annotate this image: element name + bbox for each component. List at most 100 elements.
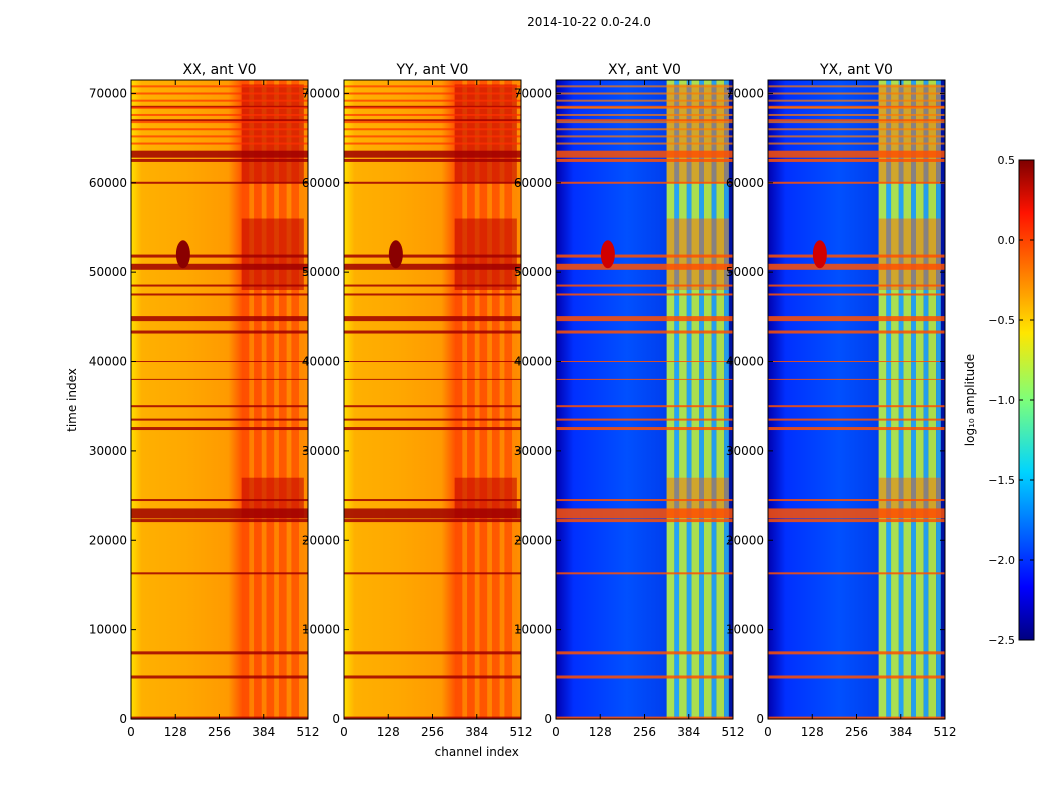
band-stripe <box>467 80 475 719</box>
y-axis-label: time index <box>65 368 79 432</box>
flagged-row <box>768 263 945 270</box>
band-stripe <box>898 80 904 719</box>
flagged-row <box>768 330 945 334</box>
band-block <box>878 84 941 183</box>
flagged-row <box>344 106 521 109</box>
y-tick-label: 70000 <box>302 86 340 100</box>
x-tick-label: 0 <box>764 725 772 739</box>
flagged-row <box>556 418 733 421</box>
colorbar-tick-label: −0.5 <box>988 314 1015 327</box>
flagged-row <box>556 284 733 287</box>
flagged-row <box>768 142 945 145</box>
flagged-row <box>556 378 733 380</box>
flagged-row <box>768 499 945 502</box>
flagged-row <box>556 293 733 296</box>
flagged-row <box>344 427 521 431</box>
band-stripe <box>936 80 941 719</box>
y-tick-label: 10000 <box>302 623 340 637</box>
x-axis-label: channel index <box>435 745 519 759</box>
y-tick-label: 40000 <box>514 355 552 369</box>
band-stripe <box>254 80 262 719</box>
band-stripe <box>454 80 463 719</box>
y-tick-label: 50000 <box>302 265 340 279</box>
x-tick-label: 512 <box>510 725 533 739</box>
y-tick-label: 30000 <box>302 444 340 458</box>
y-tick-label: 20000 <box>514 533 552 547</box>
x-tick-label: 128 <box>589 725 612 739</box>
flagged-row <box>768 293 945 296</box>
flagged-row <box>768 572 945 575</box>
flagged-row <box>768 284 945 287</box>
y-tick-label: 40000 <box>726 355 764 369</box>
flagged-row <box>768 128 945 131</box>
flagged-row <box>131 254 308 258</box>
band-stripe <box>462 80 468 719</box>
flagged-row <box>131 181 308 184</box>
flagged-row <box>768 119 945 122</box>
flagged-row <box>556 263 733 270</box>
flagged-row <box>344 92 521 95</box>
flagged-row <box>344 263 521 270</box>
band-block <box>878 218 941 291</box>
band-stripe <box>679 80 687 719</box>
flagged-row <box>556 572 733 575</box>
flagged-row <box>344 254 521 258</box>
y-tick-label: 70000 <box>726 86 764 100</box>
y-tick-label: 20000 <box>726 533 764 547</box>
flagged-row <box>131 316 308 322</box>
band-block <box>241 218 304 291</box>
flagged-row <box>768 675 945 679</box>
colorbar-tick-label: 0.0 <box>998 234 1016 247</box>
flagged-row <box>344 651 521 655</box>
y-tick-label: 50000 <box>89 265 127 279</box>
band-stripe <box>716 80 725 719</box>
flagged-row <box>131 378 308 380</box>
flagged-row <box>768 427 945 431</box>
flagged-row <box>344 316 521 322</box>
flagged-row <box>344 572 521 575</box>
flagged-row <box>556 92 733 95</box>
band-block <box>241 84 304 183</box>
flagged-row <box>768 519 945 523</box>
band-stripe <box>512 80 517 719</box>
y-tick-label: 0 <box>332 712 340 726</box>
flagged-row <box>556 119 733 122</box>
band-stripe <box>504 80 513 719</box>
y-tick-label: 20000 <box>302 533 340 547</box>
flagged-row <box>768 405 945 408</box>
band-stripe <box>915 80 924 719</box>
panel-2: YY, ant V0 0 128 256 384 512 0 10000 20000 30000 4… <box>302 62 533 759</box>
colorbar-tick-label: −1.0 <box>988 394 1015 407</box>
flagged-row <box>556 135 733 138</box>
flagged-row <box>556 361 733 363</box>
flagged-row <box>344 361 521 363</box>
band-stripe <box>724 80 729 719</box>
band-stripe <box>711 80 717 719</box>
y-tick-label: 0 <box>544 712 552 726</box>
flagged-row <box>556 121 733 124</box>
flagged-row <box>768 651 945 655</box>
flagged-row <box>556 405 733 408</box>
panel-title: YY, ant V0 <box>396 62 469 78</box>
flagged-row <box>768 99 945 102</box>
y-tick-label: 60000 <box>89 176 127 190</box>
flagged-row <box>768 135 945 138</box>
x-tick-label: 384 <box>252 725 275 739</box>
x-tick-label: 128 <box>164 725 187 739</box>
band-stripe <box>666 80 675 719</box>
y-tick-label: 50000 <box>726 265 764 279</box>
flagged-row <box>768 181 945 184</box>
x-tick-label: 256 <box>208 725 231 739</box>
flagged-row <box>344 675 521 679</box>
flagged-row <box>131 119 308 122</box>
band-stripe <box>499 80 505 719</box>
flagged-row <box>344 85 521 88</box>
y-tick-label: 60000 <box>514 176 552 190</box>
x-tick-label: 128 <box>801 725 824 739</box>
flagged-row <box>556 330 733 334</box>
band-block <box>454 218 517 291</box>
y-tick-label: 0 <box>756 712 764 726</box>
x-tick-label: 128 <box>377 725 400 739</box>
flagged-row <box>344 378 521 380</box>
